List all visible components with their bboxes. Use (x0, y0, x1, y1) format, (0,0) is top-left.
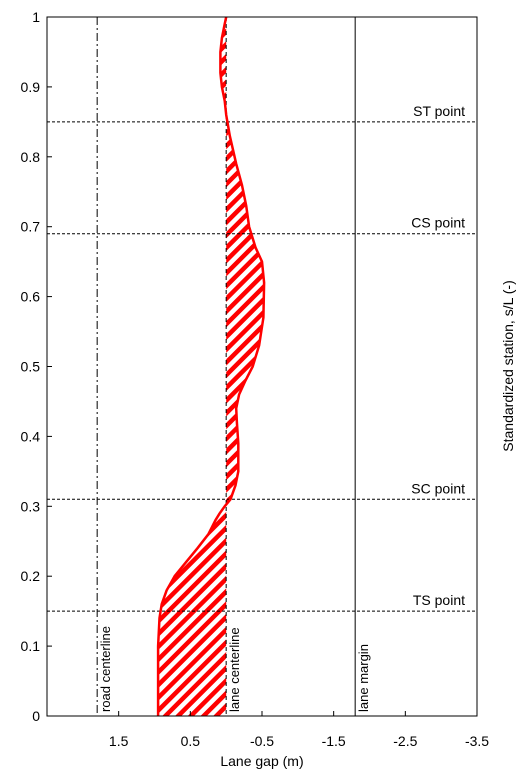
x-tick-label-1: 0.5 (181, 733, 201, 749)
x-tick-label-3: -1.5 (322, 733, 346, 749)
y-tick-label-5: 0.5 (21, 359, 41, 375)
marker-label-2: CS point (411, 215, 465, 231)
y-tick-label-9: 0.9 (21, 79, 41, 95)
vline-label-0: road centerline (98, 626, 113, 712)
x-tick-label-2: -0.5 (250, 733, 274, 749)
x-tick-label-4: -2.5 (393, 733, 417, 749)
x-axis-title: Lane gap (m) (220, 753, 303, 769)
y-axis-title: Standardized station, s/L (-) (500, 280, 516, 451)
marker-label-3: ST point (413, 103, 465, 119)
marker-label-1: SC point (411, 480, 465, 496)
x-tick-label-0: 1.5 (109, 733, 129, 749)
ticks-layer: 0 0.1 0.2 0.3 0.4 0.5 0.6 0.7 0.8 0.9 1 1.5 0.5 -0.5 -… (21, 9, 490, 749)
y-tick-label-7: 0.7 (21, 219, 41, 235)
reference-lines-layer: road centerline lane centerline lane margi… (47, 17, 477, 716)
series-0-curve (156, 16, 266, 716)
vline-label-2: lane margin (356, 644, 371, 712)
y-tick-label-0: 0 (32, 708, 40, 724)
y-tick-label-3: 0.3 (21, 498, 41, 514)
curve-layer (156, 16, 266, 716)
y-tick-label-4: 0.4 (21, 428, 41, 444)
y-tick-label-1: 0.1 (21, 638, 41, 654)
y-tick-label-10: 1 (32, 9, 40, 25)
y-tick-label-2: 0.2 (21, 568, 41, 584)
marker-label-0: TS point (413, 592, 465, 608)
y-tick-label-8: 0.8 (21, 149, 41, 165)
series-0-hatched-area (158, 17, 265, 716)
x-tick-label-5: -3.5 (465, 733, 489, 749)
deviation-fill-layer (158, 17, 265, 716)
vline-label-1: lane centerline (227, 627, 242, 712)
y-tick-label-6: 0.6 (21, 289, 41, 305)
